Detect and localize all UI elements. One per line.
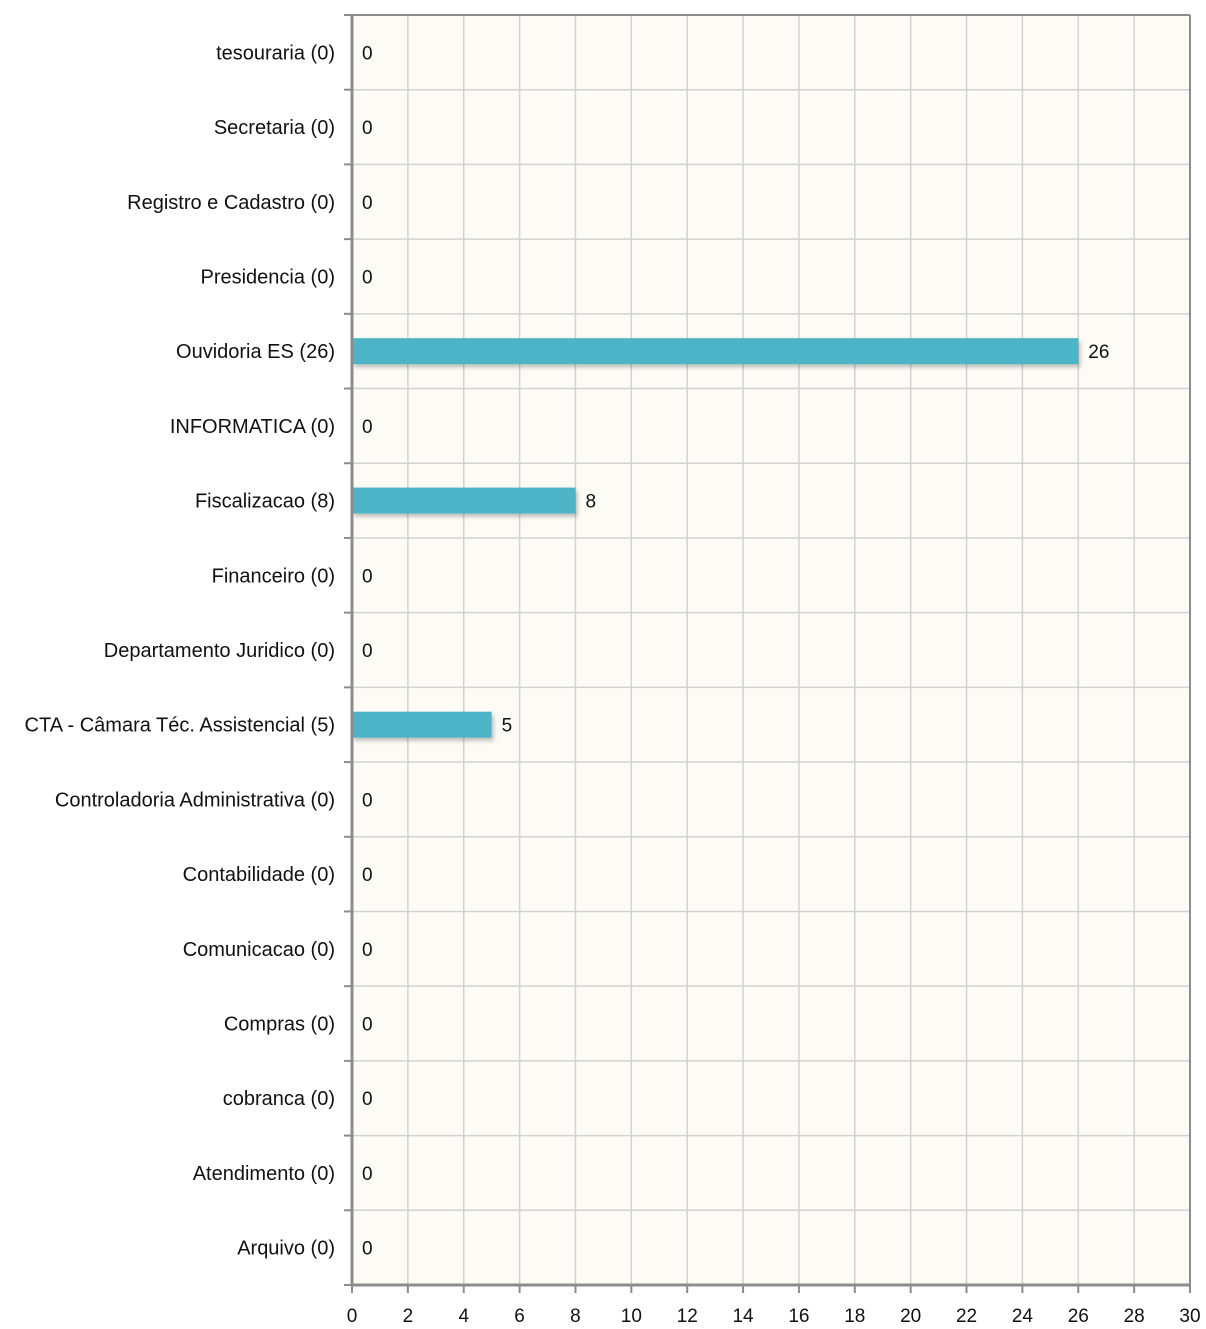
value-label: 0 — [362, 1015, 373, 1036]
x-tick-label: 6 — [514, 1306, 525, 1327]
value-label: 0 — [362, 641, 373, 662]
category-label: Comunicacao (0) — [183, 939, 335, 961]
category-label: tesouraria (0) — [216, 42, 335, 64]
category-label: Secretaria (0) — [214, 117, 335, 139]
x-tick-label: 30 — [1179, 1306, 1200, 1327]
x-tick-label: 18 — [844, 1306, 865, 1327]
plot-background — [352, 15, 1190, 1285]
x-axis-ticks: 0 2 4 6 8 10 12 14 16 18 20 22 24 26 28 30 — [347, 1285, 1201, 1327]
category-label: INFORMATICA (0) — [170, 416, 335, 438]
category-label: Compras (0) — [224, 1014, 335, 1036]
category-label: cobranca (0) — [223, 1088, 335, 1110]
category-label: Departamento Juridico (0) — [104, 640, 335, 662]
x-tick-label: 20 — [900, 1306, 921, 1327]
category-label: Financeiro (0) — [212, 565, 335, 587]
value-label: 26 — [1088, 342, 1109, 363]
category-label: Ouvidoria ES (26) — [176, 341, 335, 363]
value-label: 0 — [362, 940, 373, 961]
value-label: 0 — [362, 566, 373, 587]
x-tick-label: 16 — [788, 1306, 809, 1327]
category-label: Contabilidade (0) — [183, 864, 335, 886]
grid-lines — [352, 15, 1190, 1285]
x-tick-label: 4 — [458, 1306, 469, 1327]
value-label: 0 — [362, 865, 373, 886]
value-label: 0 — [362, 417, 373, 438]
x-tick-label: 10 — [621, 1306, 642, 1327]
category-label: Fiscalizacao (8) — [195, 491, 335, 513]
x-tick-label: 2 — [403, 1306, 414, 1327]
value-label: 0 — [362, 43, 373, 64]
category-label: Atendimento (0) — [193, 1163, 335, 1185]
value-label: 0 — [362, 193, 373, 214]
plot-frame — [344, 14, 1191, 1287]
value-label: 0 — [362, 790, 373, 811]
bar — [352, 487, 576, 514]
x-tick-label: 26 — [1068, 1306, 1089, 1327]
category-label: Registro e Cadastro (0) — [127, 192, 335, 214]
category-label: Arquivo (0) — [237, 1238, 335, 1260]
x-tick-label: 12 — [677, 1306, 698, 1327]
category-label: CTA - Câmara Téc. Assistencial (5) — [25, 715, 335, 737]
value-label: 8 — [585, 492, 596, 513]
bar — [352, 711, 492, 738]
x-tick-label: 8 — [570, 1306, 581, 1327]
x-tick-label: 14 — [732, 1306, 754, 1327]
value-label: 0 — [362, 1089, 373, 1110]
x-tick-label: 24 — [1012, 1306, 1034, 1327]
x-tick-label: 0 — [347, 1306, 358, 1327]
value-label: 5 — [502, 716, 513, 737]
bar — [352, 338, 1079, 365]
category-label: Controladoria Administrativa (0) — [55, 789, 335, 811]
value-label: 0 — [362, 1164, 373, 1185]
bars — [352, 338, 1079, 738]
x-tick-label: 22 — [956, 1306, 977, 1327]
category-labels: tesouraria (0) Secretaria (0) Registro e C… — [25, 42, 335, 1259]
value-label: 0 — [362, 1239, 373, 1260]
x-tick-label: 28 — [1124, 1306, 1145, 1327]
category-label: Presidencia (0) — [200, 266, 335, 288]
value-label: 0 — [362, 118, 373, 139]
value-labels: 0 0 0 0 26 0 8 0 0 5 0 0 0 0 0 0 0 — [362, 43, 1109, 1259]
value-label: 0 — [362, 267, 373, 288]
